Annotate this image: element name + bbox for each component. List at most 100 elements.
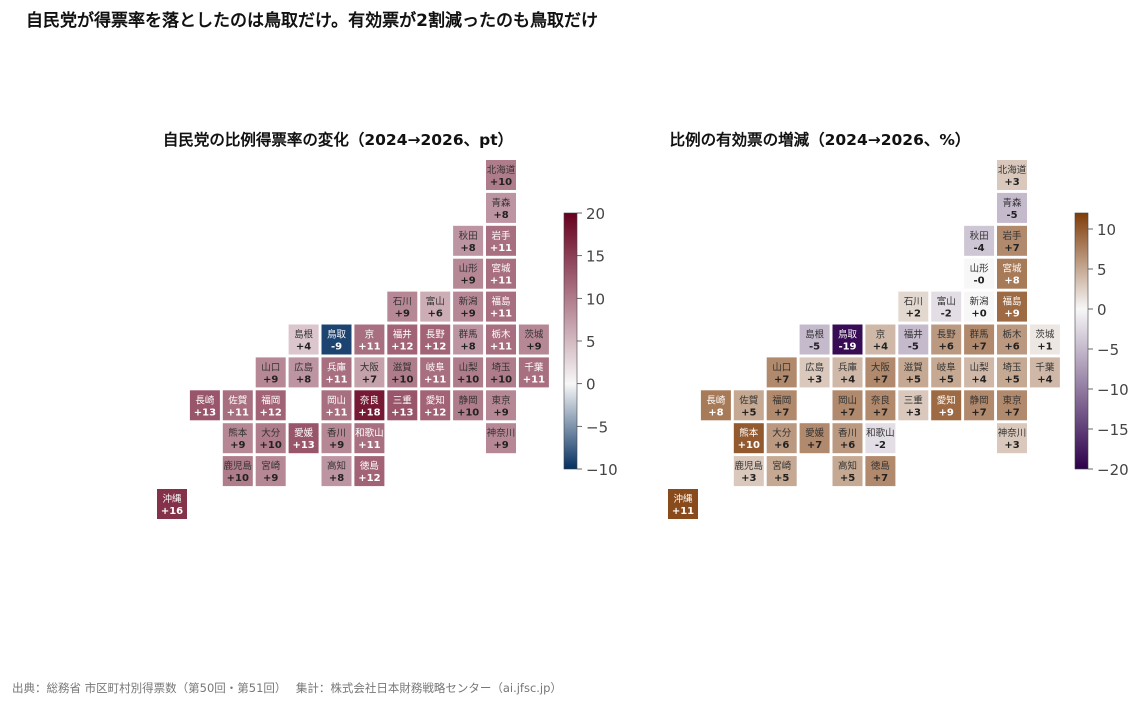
tile-cell [255,456,286,487]
tile-cell [420,324,451,355]
tile-value: +10 [490,374,512,385]
tile-name: 石川 [393,297,412,308]
tile-ldp: 長崎+13 [189,390,220,421]
tile-value: +9 [329,440,344,451]
tile-value: +10 [260,440,282,451]
tile-name: 滋賀 [393,361,412,373]
colorbar-tick-label: 20 [586,205,605,223]
tile-cell [222,390,253,421]
tile-cell [486,324,516,355]
tile-ldp: 愛知+12 [420,390,451,421]
tile-value: +10 [457,374,479,385]
tile-value: +9 [526,342,541,353]
colorbar-tick-label: −10 [586,461,618,479]
tile-value: +8 [296,374,311,385]
tile-value: +13 [194,407,216,418]
tile-name: 長崎 [195,394,215,406]
tile-cell [486,160,516,190]
tile-name: 富山 [426,296,445,308]
tile-value: +11 [523,374,545,385]
tile-cell [354,456,385,487]
tile-cell [453,357,484,388]
tile-ldp: 島根+4 [288,324,319,355]
tile-value: +9 [493,440,508,451]
tile-value: +8 [493,210,508,221]
tile-cell [420,390,451,421]
tile-ldp: 奈良+18 [354,390,385,421]
tile-cell [420,291,451,322]
tile-ldp: 東京+9 [486,390,516,421]
tile-ldp: 鳥取-9 [321,324,352,355]
tile-cell [518,357,549,388]
tile-ldp: 福井+12 [387,324,418,355]
tile-name: 和歌山 [355,427,384,439]
tile-ldp: 神奈川+9 [486,423,516,454]
tile-ldp: 秋田+8 [453,225,484,256]
tile-value: +7 [362,374,377,385]
tile-name: 沖縄 [162,493,182,505]
tile-cell [255,423,286,454]
tile-name: 福岡 [261,394,280,406]
tile-name: 岐阜 [426,361,445,373]
tile-value: +9 [395,309,410,320]
tile-value: +8 [329,473,344,484]
tile-name: 鳥取 [327,329,347,341]
tile-value: +13 [391,407,413,418]
tile-ldp: 静岡+10 [453,390,484,421]
tile-name: 大阪 [360,361,380,373]
tile-name: 高知 [327,460,346,472]
tile-cell [255,357,286,388]
tile-value: +9 [460,309,475,320]
tile-value: +10 [490,177,512,188]
tile-value: +9 [460,276,475,287]
tile-cell [288,357,319,388]
tile-ldp: 千葉+11 [518,357,549,388]
tile-name: 熊本 [228,427,248,439]
tile-name: 香川 [327,428,346,439]
tile-name: 徳島 [360,460,379,472]
tile-cell [354,390,385,421]
tile-name: 宮崎 [261,460,281,472]
tile-name: 新潟 [459,296,478,308]
tile-cell [189,390,220,421]
tile-ldp: 大分+10 [255,423,286,454]
tile-name: 愛知 [426,394,445,406]
tile-ldp: 大阪+7 [354,357,385,388]
tile-cell [157,489,187,519]
tile-ldp: 沖縄+16 [157,489,187,519]
colorbar-tick-label: −5 [586,418,608,436]
tile-ldp: 青森+8 [486,192,516,223]
tile-ldp: 山口+9 [255,357,286,388]
source-note: 出典：総務省 市区町村別得票数（第50回・第51回） 集計：株式会社日本財務戦略… [12,681,562,695]
tile-value: -9 [331,342,342,353]
tile-ldp: 広島+8 [288,357,319,388]
tile-ldp: 北海道+10 [486,160,516,190]
tile-cell [486,258,516,289]
tile-ldp: 京+11 [354,324,385,355]
tile-name: 千葉 [524,361,544,373]
tile-value: +12 [260,407,282,418]
tile-cell [387,390,418,421]
tile-value: +11 [490,342,512,353]
tile-name: 茨城 [524,329,544,341]
tile-value: +11 [490,243,512,254]
tile-name: 岡山 [327,395,346,406]
tile-value: +11 [358,342,380,353]
tile-cell [486,357,516,388]
tile-name: 鹿児島 [224,460,253,472]
tile-cell [453,258,484,289]
tile-ldp: 徳島+12 [354,456,385,487]
tile-ldp: 愛媛+13 [288,423,319,454]
tile-name: 宮城 [491,263,511,275]
tile-value: +16 [161,506,183,517]
tile-value: +11 [424,374,446,385]
tile-name: 福島 [491,296,510,308]
tile-name: 山梨 [459,361,479,373]
tile-value: +12 [358,473,380,484]
tile-value: +8 [460,243,475,254]
tile-cell [321,357,352,388]
tile-value: +10 [227,473,249,484]
tile-cell [486,192,516,223]
tile-value: +8 [460,342,475,353]
tile-ldp: 栃木+11 [486,324,516,355]
